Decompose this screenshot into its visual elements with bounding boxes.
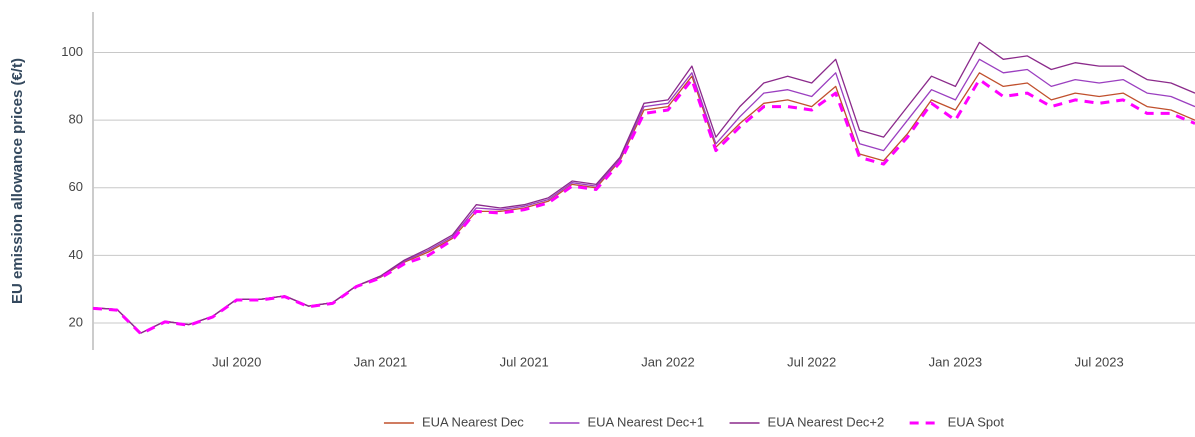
series-line	[92, 58, 1195, 334]
legend: EUA Nearest Dec EUA Nearest Dec+1 EUA Near…	[383, 414, 1005, 429]
series-line	[92, 78, 1195, 336]
y-tick-label: 60	[69, 179, 83, 194]
series-line	[92, 72, 1195, 334]
legend-label: EUA Nearest Dec	[422, 414, 524, 429]
y-tick-label: 80	[69, 112, 83, 127]
x-tick-label: Jul 2022	[787, 354, 836, 369]
legend-label: EUA Nearest Dec+1	[587, 414, 704, 429]
x-tick-label: Jul 2021	[500, 354, 549, 369]
x-tick-label: Jan 2022	[641, 354, 695, 369]
y-tick-label: 20	[69, 314, 83, 329]
x-tick-label: Jan 2021	[354, 354, 408, 369]
x-tick-label: Jul 2020	[212, 354, 261, 369]
y-tick-label: 100	[61, 44, 83, 59]
x-tick-label: Jul 2023	[1075, 354, 1124, 369]
y-axis-title: EU emission allowance prices (€/t)	[9, 58, 26, 304]
series-line	[92, 41, 1195, 334]
legend-label: EUA Spot	[948, 414, 1005, 429]
legend-label: EUA Nearest Dec+2	[768, 414, 885, 429]
y-tick-label: 40	[69, 247, 83, 262]
x-tick-label: Jan 2023	[929, 354, 983, 369]
